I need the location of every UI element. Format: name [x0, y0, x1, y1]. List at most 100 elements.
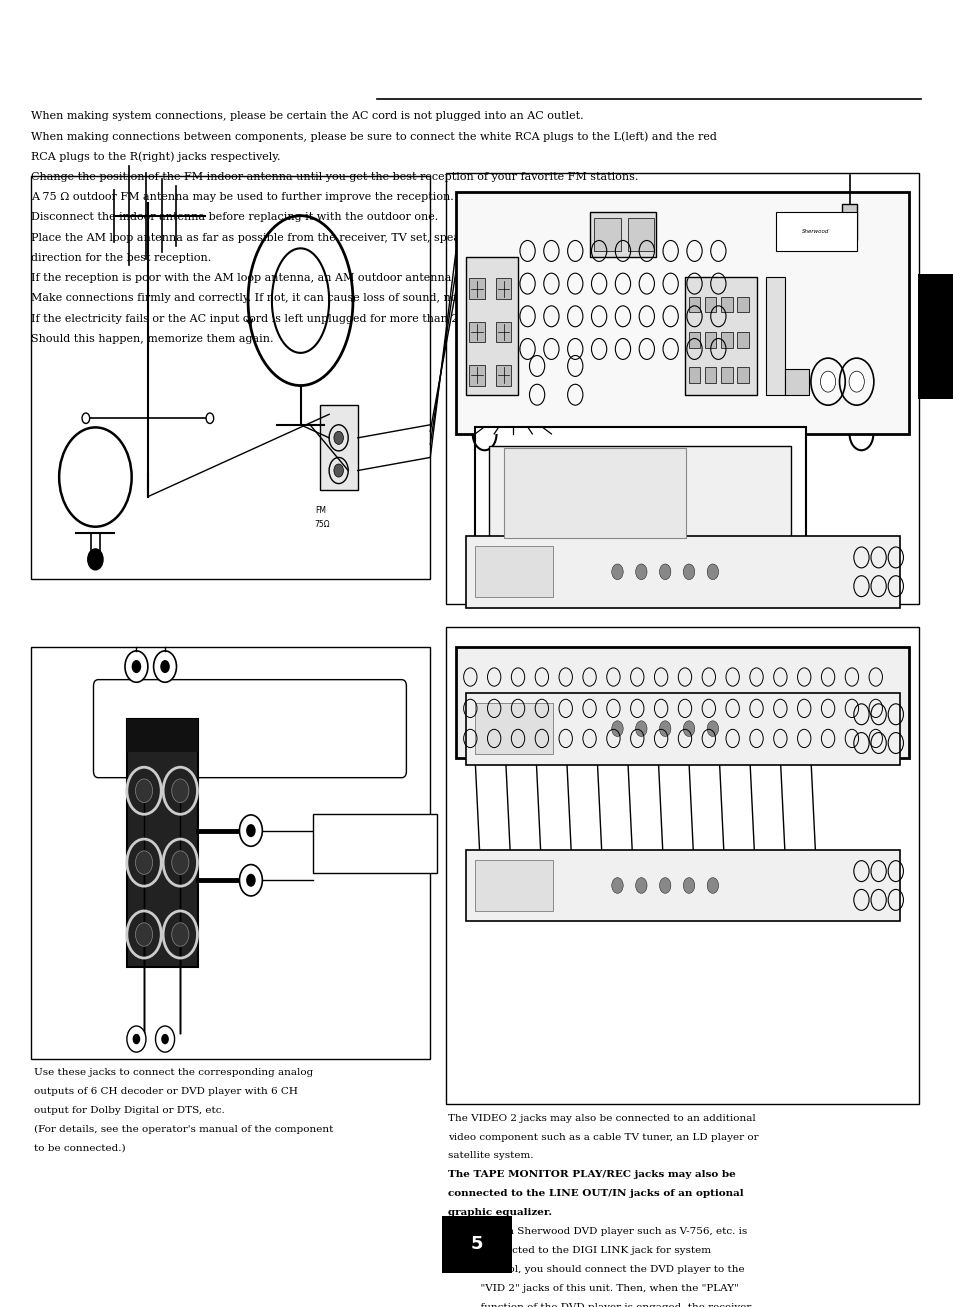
Bar	[720, 332, 732, 348]
Circle shape	[635, 721, 646, 736]
Bar	[475, 426, 804, 578]
Bar	[720, 367, 732, 383]
Bar	[594, 218, 620, 251]
Bar	[704, 367, 716, 383]
Text: direction for the best reception.: direction for the best reception.	[31, 254, 212, 263]
Circle shape	[659, 721, 670, 736]
Bar	[503, 448, 685, 538]
Bar	[31, 647, 430, 1059]
Circle shape	[635, 565, 646, 580]
Text: Should this happen, memorize them again.: Should this happen, memorize them again.	[31, 335, 274, 344]
Text: Disconnect the indoor antenna before replacing it with the outdoor one.: Disconnect the indoor antenna before rep…	[31, 213, 438, 222]
Text: 5: 5	[470, 1235, 483, 1253]
Circle shape	[334, 464, 343, 477]
Text: video component such as a cable TV tuner, an LD player or: video component such as a cable TV tuner…	[448, 1132, 759, 1141]
Circle shape	[848, 371, 863, 392]
Bar	[688, 297, 700, 312]
Circle shape	[172, 779, 189, 802]
Bar	[469, 322, 484, 342]
Circle shape	[611, 565, 622, 580]
Text: A 75 Ω outdoor FM antenna may be used to further improve the reception.: A 75 Ω outdoor FM antenna may be used to…	[31, 192, 454, 203]
Bar	[465, 257, 517, 395]
Circle shape	[659, 565, 670, 580]
Circle shape	[659, 878, 670, 894]
Circle shape	[706, 878, 718, 894]
Text: If the electricity fails or the AC input cord is left unplugged for more than 2 : If the electricity fails or the AC input…	[31, 314, 730, 324]
Bar	[127, 719, 198, 967]
Text: satellite system.: satellite system.	[448, 1151, 534, 1161]
Text: connected to the DIGI LINK jack for system: connected to the DIGI LINK jack for syst…	[448, 1247, 711, 1255]
Bar	[688, 332, 700, 348]
Bar	[456, 647, 908, 758]
Bar	[775, 212, 856, 251]
Bar	[784, 369, 808, 395]
Text: When making connections between components, please be sure to connect the white : When making connections between componen…	[31, 132, 717, 142]
Bar	[627, 218, 654, 251]
Circle shape	[246, 873, 255, 887]
Circle shape	[206, 413, 213, 423]
Circle shape	[161, 1034, 169, 1044]
Text: RCA plugs to the R(right) jacks respectively.: RCA plugs to the R(right) jacks respecti…	[31, 152, 281, 162]
Bar	[737, 367, 748, 383]
Text: Change the position of the FM indoor antenna until you get the best reception of: Change the position of the FM indoor ant…	[31, 173, 639, 182]
Bar	[456, 192, 908, 434]
Circle shape	[682, 565, 694, 580]
Bar	[589, 212, 656, 257]
Bar	[31, 176, 430, 579]
Bar	[446, 173, 918, 604]
Circle shape	[135, 851, 152, 874]
Text: Place the AM loop antenna as far as possible from the receiver, TV set, speaker : Place the AM loop antenna as far as poss…	[31, 233, 722, 243]
Text: function of the DVD player is engaged, the receiver: function of the DVD player is engaged, t…	[448, 1303, 751, 1307]
Circle shape	[172, 851, 189, 874]
Circle shape	[172, 923, 189, 946]
Circle shape	[135, 779, 152, 802]
Bar	[475, 703, 553, 754]
Circle shape	[682, 721, 694, 736]
Circle shape	[239, 865, 262, 897]
Circle shape	[820, 371, 835, 392]
Bar	[496, 365, 511, 386]
Bar	[496, 278, 511, 299]
Circle shape	[132, 1034, 140, 1044]
Circle shape	[706, 721, 718, 736]
Bar	[704, 332, 716, 348]
Bar	[475, 860, 553, 911]
Bar	[737, 332, 748, 348]
Bar	[465, 536, 899, 608]
Bar	[688, 367, 700, 383]
Text: Make connections firmly and correctly. If not, it can cause loss of sound, noise: Make connections firmly and correctly. I…	[31, 293, 625, 303]
Text: Sherwood: Sherwood	[801, 229, 828, 234]
Bar	[319, 405, 357, 490]
Bar	[446, 627, 918, 1104]
Bar	[441, 1216, 512, 1273]
Bar	[917, 274, 953, 399]
Text: The VIDEO 2 jacks may also be connected to an additional: The VIDEO 2 jacks may also be connected …	[448, 1114, 756, 1123]
Bar	[489, 446, 790, 558]
Text: "VID 2" jacks of this unit. Then, when the "PLAY": "VID 2" jacks of this unit. Then, when t…	[448, 1283, 739, 1293]
Bar	[841, 204, 856, 240]
FancyBboxPatch shape	[93, 680, 406, 778]
Circle shape	[125, 651, 148, 682]
Circle shape	[706, 565, 718, 580]
Text: Use these jacks to connect the corresponding analog: Use these jacks to connect the correspon…	[34, 1068, 314, 1077]
Circle shape	[239, 816, 262, 847]
Circle shape	[160, 660, 170, 673]
Text: connected to the LINE OUT/IN jacks of an optional: connected to the LINE OUT/IN jacks of an…	[448, 1189, 743, 1199]
Text: The TAPE MONITOR PLAY/REC jacks may also be: The TAPE MONITOR PLAY/REC jacks may also…	[448, 1171, 736, 1179]
Circle shape	[682, 878, 694, 894]
Text: control, you should connect the DVD player to the: control, you should connect the DVD play…	[448, 1265, 744, 1274]
Text: (For details, see the operator's manual of the component: (For details, see the operator's manual …	[34, 1124, 334, 1133]
Circle shape	[611, 721, 622, 736]
Circle shape	[155, 1026, 174, 1052]
Circle shape	[153, 651, 176, 682]
Circle shape	[88, 549, 103, 570]
Text: output for Dolby Digital or DTS, etc.: output for Dolby Digital or DTS, etc.	[34, 1106, 225, 1115]
Circle shape	[635, 878, 646, 894]
Text: to be connected.): to be connected.)	[34, 1144, 126, 1153]
Text: graphic equalizer.: graphic equalizer.	[448, 1208, 552, 1217]
Bar	[765, 277, 784, 395]
Bar	[469, 278, 484, 299]
Text: outputs of 6 CH decoder or DVD player with 6 CH: outputs of 6 CH decoder or DVD player wi…	[34, 1087, 298, 1095]
Bar	[469, 365, 484, 386]
Bar	[127, 719, 198, 752]
